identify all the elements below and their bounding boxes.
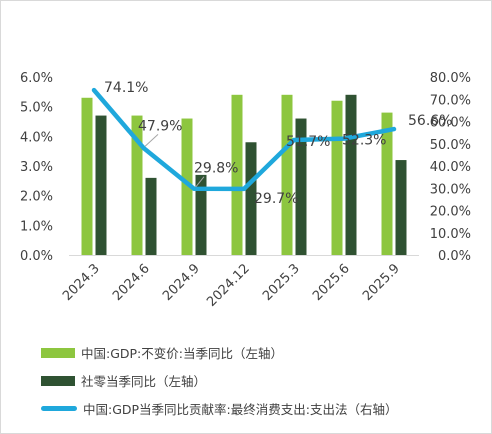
left-axis-tick-label: 6.0% — [20, 71, 53, 86]
left-axis: 0.0% 1.0% 2.0% 3.0% 4.0% 5.0% 6.0% — [20, 71, 53, 264]
bar — [331, 100, 343, 255]
right-axis-tick-label: 60.0% — [430, 116, 471, 131]
bar — [231, 94, 243, 255]
left-axis-tick-label: 3.0% — [20, 160, 53, 175]
legend-label-consumption: 中国:GDP当季同比贡献率:最终消费支出:支出法（右轴） — [83, 402, 398, 417]
right-axis-tick-label: 70.0% — [430, 93, 471, 108]
line-data-label: 47.9% — [138, 118, 182, 134]
x-axis-tick-label: 2025.9 — [360, 261, 403, 304]
bar — [245, 142, 257, 255]
bar-series — [81, 94, 407, 256]
line-data-label: 74.1% — [104, 80, 148, 96]
right-axis-tick-label: 40.0% — [430, 160, 471, 175]
x-axis-tick-label: 2024.9 — [160, 261, 203, 304]
bar — [181, 118, 193, 256]
line-series — [91, 87, 397, 192]
bar — [395, 160, 407, 255]
legend-label-gdp: 中国:GDP:不变价:当季同比（左轴） — [81, 346, 283, 361]
bar — [195, 174, 207, 255]
x-axis-tick-label: 2024.6 — [110, 261, 153, 304]
right-axis-tick-label: 20.0% — [430, 205, 471, 220]
legend-label-retail: 社零当季同比（左轴） — [81, 374, 207, 389]
left-axis-tick-label: 4.0% — [20, 130, 53, 145]
right-axis-tick-label: 10.0% — [430, 227, 471, 242]
bar — [295, 118, 307, 256]
label-leader-line — [195, 176, 205, 188]
legend-item-retail: 社零当季同比（左轴） — [41, 371, 206, 390]
x-axis-tick-label: 2024.12 — [204, 261, 253, 310]
bar — [381, 112, 393, 255]
legend-item-gdp: 中国:GDP:不变价:当季同比（左轴） — [41, 343, 283, 362]
left-axis-tick-label: 5.0% — [20, 101, 53, 116]
consumption-line — [91, 87, 397, 192]
x-axis: 2024.3 2024.6 2024.9 2024.12 2025.3 2025.6 202… — [60, 255, 419, 310]
line-data-label: 51.7% — [286, 134, 330, 150]
label-leader-line — [144, 134, 159, 147]
right-axis-tick-label: 30.0% — [430, 182, 471, 197]
line-data-label: 56.6% — [408, 113, 452, 129]
right-axis-tick-label: 80.0% — [430, 71, 471, 86]
bar — [281, 94, 293, 255]
left-axis-tick-label: 2.0% — [20, 190, 53, 205]
bar — [95, 115, 107, 255]
legend-item-consumption: 中国:GDP当季同比贡献率:最终消费支出:支出法（右轴） — [41, 399, 398, 418]
right-axis: 0.0% 10.0% 20.0% 30.0% 40.0% 50.0% 60.0% 70.0% 8… — [430, 71, 471, 264]
line-data-label: 52.3% — [342, 133, 386, 149]
left-axis-tick-label: 1.0% — [20, 219, 53, 234]
data-labels: 74.1% 47.9% 29.8% 29.7% 51.7% 52.3% 56.6% — [104, 80, 452, 207]
legend-swatch-gdp — [41, 347, 75, 358]
right-axis-tick-label: 0.0% — [438, 249, 471, 264]
bar — [345, 94, 357, 255]
legend-swatch-retail — [41, 375, 75, 386]
line-data-label: 29.7% — [254, 191, 298, 207]
x-axis-tick-label: 2025.6 — [310, 261, 353, 304]
bar — [131, 115, 143, 255]
legend-swatch-consumption — [41, 406, 77, 411]
bar — [81, 97, 93, 256]
x-axis-tick-label: 2025.3 — [260, 261, 303, 304]
bar — [145, 177, 157, 255]
x-axis-tick-label: 2024.3 — [60, 261, 103, 304]
line-data-label: 29.8% — [194, 161, 238, 177]
right-axis-tick-label: 50.0% — [430, 138, 471, 153]
left-axis-tick-label: 0.0% — [20, 249, 53, 264]
